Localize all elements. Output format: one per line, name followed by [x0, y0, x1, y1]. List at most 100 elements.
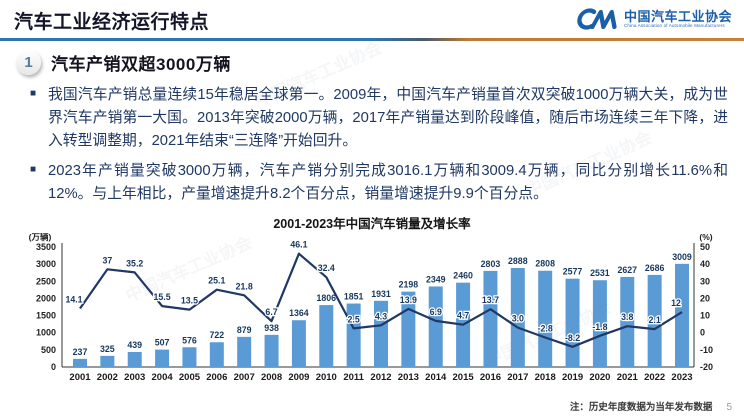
growth-value-label: -2.8 [538, 324, 553, 334]
org-logo: 中国汽车工业协会 China Association of Automobile… [577, 7, 732, 31]
right-axis-tick: -20 [700, 362, 713, 372]
year-label: 2017 [507, 372, 528, 383]
sales-bar-2020 [592, 280, 607, 368]
bar-value-label: 2577 [563, 267, 583, 277]
left-axis-tick: 3500 [36, 242, 56, 252]
growth-value-label: 4.3 [375, 312, 387, 322]
left-axis-tick: 0 [51, 362, 56, 372]
left-axis-tick: 500 [41, 345, 56, 355]
sales-bar-2010 [319, 305, 334, 368]
year-label: 2022 [644, 372, 665, 383]
bullet-item-2: ■ 2023年产销量突破3000万辆，汽车产销分别完成3016.1万辆和3009… [30, 160, 728, 206]
growth-value-label: 25.1 [208, 276, 225, 286]
growth-value-label: -8.2 [565, 333, 580, 343]
bar-value-label: 2627 [617, 265, 637, 275]
sales-bar-2007 [237, 337, 252, 368]
sales-bar-2003 [127, 352, 142, 368]
year-label: 2006 [206, 372, 227, 383]
sales-bar-2008 [264, 335, 279, 368]
year-label: 2007 [234, 372, 255, 383]
year-label: 2009 [288, 372, 309, 383]
right-axis-tick: 20 [700, 294, 710, 304]
year-label: 2011 [343, 372, 364, 383]
sales-bar-2009 [291, 320, 306, 368]
sales-bar-2022 [647, 275, 662, 368]
page-title: 汽车工业经济运行特点 [14, 12, 210, 33]
year-label: 2002 [97, 372, 118, 383]
bar-value-label: 2686 [645, 263, 665, 273]
left-axis-tick: 3000 [36, 260, 56, 270]
sales-bar-2014 [428, 286, 443, 368]
section-heading: 1 汽车产销双超3000万辆 [16, 50, 744, 75]
year-label: 2014 [425, 372, 447, 383]
left-axis-unit: (万辆) [29, 233, 52, 242]
sales-bar-2001 [73, 359, 87, 368]
sales-bar-2006 [209, 342, 224, 368]
right-axis-tick: 10 [700, 311, 710, 321]
sales-bar-2005 [182, 347, 197, 368]
growth-value-label: 46.1 [290, 240, 307, 250]
year-label: 2012 [370, 372, 391, 383]
growth-value-label: 37 [102, 256, 112, 266]
year-label: 2020 [589, 372, 610, 383]
sales-bar-2004 [155, 350, 170, 368]
sales-bar-2012 [374, 301, 388, 368]
bar-value-label: 1931 [371, 289, 391, 299]
bullet-text-1: 我国汽车产销总量连续15年稳居全球第一。2009年，中国汽车产销量首次双突破10… [48, 87, 728, 150]
sales-bar-2011 [346, 303, 361, 368]
sales-bar-2021 [620, 277, 635, 368]
year-label: 2021 [617, 372, 639, 383]
sales-bar-2017 [510, 268, 525, 368]
year-label: 2003 [124, 372, 145, 383]
growth-value-label: 6.7 [265, 308, 277, 318]
bullet-list: ■ 我国汽车产销总量连续15年稳居全球第一。2009年，中国汽车产销量首次双突破… [0, 84, 744, 206]
year-label: 2010 [316, 372, 337, 383]
growth-value-label: 14.1 [65, 295, 82, 305]
growth-value-label: 35.2 [126, 259, 143, 269]
bar-value-label: 325 [100, 344, 115, 354]
page-number: 5 [726, 402, 732, 413]
bar-value-label: 722 [209, 331, 224, 341]
year-label: 2018 [535, 372, 556, 383]
bar-value-label: 2808 [535, 259, 555, 269]
growth-line [79, 252, 683, 349]
growth-value-label: 13.9 [400, 295, 417, 305]
growth-value-label: 15.5 [154, 293, 171, 303]
growth-value-label: 2.5 [348, 315, 360, 325]
growth-value-label: 6.9 [430, 307, 442, 317]
right-axis-unit: (%) [699, 233, 712, 242]
growth-value-label: 13.7 [482, 296, 499, 306]
bar-value-label: 1806 [316, 293, 336, 303]
year-label: 2016 [480, 372, 501, 383]
bullet-square-icon: ■ [30, 164, 37, 176]
growth-value-label: 3.0 [512, 314, 524, 324]
footnote: 注：历史年度数据为当年发布数据 [569, 402, 713, 413]
bar-value-label: 439 [127, 340, 142, 350]
cam-logo-icon [577, 8, 617, 30]
bar-value-label: 237 [73, 347, 88, 357]
year-label: 2019 [562, 372, 583, 383]
right-axis-tick: 0 [700, 328, 705, 338]
logo-org-name-cn: 中国汽车工业协会 [623, 8, 732, 24]
sales-bar-2023 [675, 264, 689, 368]
growth-value-label: 12 [671, 299, 681, 309]
year-label: 2001 [69, 372, 91, 383]
left-axis-tick: 1000 [36, 328, 56, 338]
bar-value-label: 1364 [289, 309, 309, 319]
sales-bar-2019 [565, 279, 580, 368]
chart-title: 2001-2023年中国汽车销量及增长率 [273, 217, 471, 232]
bullet-item-1: ■ 我国汽车产销总量连续15年稳居全球第一。2009年，中国汽车产销量首次双突破… [30, 84, 728, 153]
right-axis-tick: 30 [700, 277, 710, 287]
growth-value-label: 2.1 [649, 316, 661, 326]
left-axis-tick: 2000 [36, 294, 56, 304]
growth-value-label: 13.5 [181, 296, 198, 306]
left-axis-tick: 1500 [36, 311, 56, 321]
bar-value-label: 2803 [481, 259, 501, 269]
growth-value-label: 32.4 [318, 264, 335, 274]
growth-value-label: 3.8 [621, 313, 633, 323]
bullet-square-icon: ■ [30, 88, 37, 99]
bar-value-label: 507 [155, 338, 170, 348]
logo-org-name-en: China Association of Automobile Manufact… [623, 23, 725, 29]
growth-value-label: -1.8 [592, 322, 607, 332]
